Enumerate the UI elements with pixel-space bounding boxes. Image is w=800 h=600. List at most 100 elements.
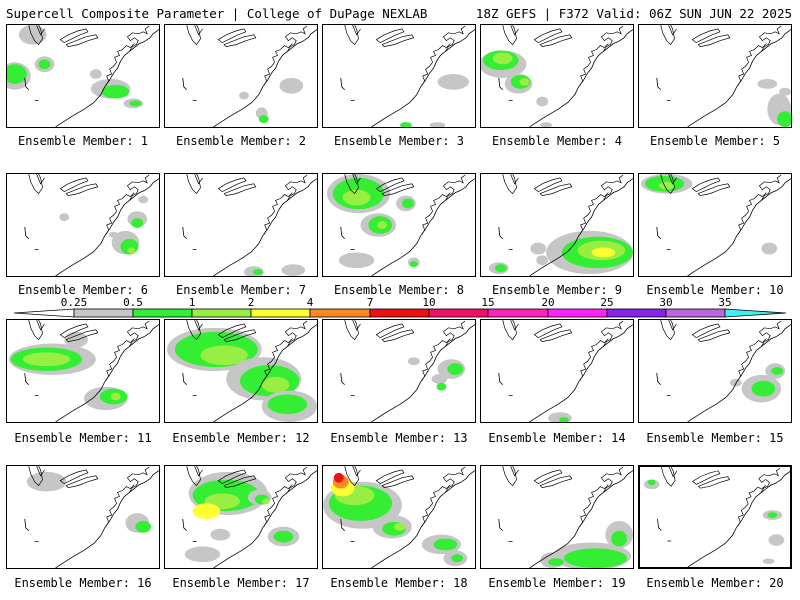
great-lakes-outline [344, 174, 359, 195]
scp-field-blob [494, 264, 507, 273]
coastline [687, 178, 791, 276]
great-lakes-outline [223, 329, 257, 342]
great-lakes-outline [533, 177, 563, 193]
scp-field-blob [540, 122, 553, 127]
great-lakes-outline [65, 183, 99, 196]
coastline-bays [737, 192, 767, 235]
great-lakes-outline [533, 28, 563, 44]
ensemble-member-label: Ensemble Member: 4 [491, 134, 623, 148]
great-lakes-outline [502, 25, 517, 46]
great-lakes-outline [194, 25, 203, 36]
ensemble-panel-16 [6, 465, 160, 569]
scp-field-blob [437, 74, 470, 90]
scp-field-blob [131, 218, 144, 228]
map-tick-marks [24, 226, 39, 250]
ensemble-member-label: Ensemble Member: 8 [333, 283, 465, 297]
colorbar-tick-label: 10 [422, 296, 435, 309]
great-lakes-outline [668, 174, 677, 185]
map-tick-marks [656, 226, 671, 250]
map-tick-marks [340, 77, 355, 101]
great-lakes-outline [217, 28, 247, 44]
great-lakes-outline [510, 320, 519, 331]
great-lakes-outline [539, 183, 573, 196]
colorbar-segment [191, 308, 252, 318]
great-lakes-outline [186, 25, 201, 46]
ensemble-map-20 [643, 467, 790, 567]
great-lakes-outline [539, 34, 573, 47]
coastline [213, 470, 317, 568]
cape-outline [284, 466, 308, 493]
great-lakes-outline [65, 475, 99, 488]
great-lakes-outline [59, 323, 89, 339]
great-lakes-outline [36, 174, 45, 185]
ensemble-panel-4 [480, 24, 634, 128]
colorbar-tick-label: 2 [248, 296, 255, 309]
colorbar-high-arrow [724, 308, 786, 318]
ensemble-panel-18 [322, 465, 476, 569]
great-lakes-outline [381, 183, 415, 196]
scp-field-blob [101, 84, 130, 99]
coastline-bays [263, 192, 293, 235]
ensemble-map-6 [24, 174, 159, 276]
great-lakes-outline [375, 469, 405, 485]
coastline [371, 470, 475, 568]
scp-field-blob [611, 530, 628, 547]
ensemble-member-label: Ensemble Member: 15 [646, 431, 784, 445]
great-lakes-outline [223, 475, 257, 488]
cape-outline [758, 320, 782, 347]
great-lakes-outline [352, 466, 361, 477]
coastline-bays [421, 338, 451, 381]
great-lakes-outline [59, 28, 89, 44]
scp-field-blob [658, 181, 675, 190]
scp-field-blob [751, 380, 776, 397]
scp-field-blob [22, 352, 71, 367]
ensemble-map-12 [166, 320, 317, 422]
great-lakes-outline [510, 25, 519, 36]
ensemble-map-9 [488, 174, 633, 276]
colorbar-segment [309, 308, 371, 318]
cape-outline [600, 320, 624, 347]
ensemble-map-17 [182, 466, 317, 568]
coastline-bays [263, 484, 293, 527]
ensemble-member-label: Ensemble Member: 20 [646, 576, 784, 590]
colorbar-tick-label: 4 [307, 296, 314, 309]
ensemble-member-label: Ensemble Member: 3 [333, 134, 465, 148]
great-lakes-outline [344, 25, 359, 46]
coastline [213, 29, 317, 127]
great-lakes-outline [539, 329, 573, 342]
cape-outline [600, 466, 624, 493]
scp-field-blob [135, 520, 152, 533]
coastline-bays [737, 485, 766, 527]
scp-field-blob [563, 548, 628, 568]
cape-outline [126, 174, 150, 201]
great-lakes-outline [660, 25, 675, 46]
great-lakes-outline [36, 466, 45, 477]
coastline [55, 470, 159, 568]
great-lakes-outline [697, 34, 731, 47]
ensemble-panel-3 [322, 24, 476, 128]
colorbar-segment [428, 308, 489, 318]
great-lakes-outline [217, 177, 247, 193]
scp-field-blob [647, 479, 656, 486]
cape-outline [442, 466, 466, 493]
colorbar-tick-label: 1 [189, 296, 196, 309]
scp-field-blob [338, 252, 375, 269]
great-lakes-outline [28, 466, 43, 487]
scp-field-blob [394, 522, 406, 531]
coastline-bays [579, 338, 609, 381]
great-lakes-outline [375, 28, 405, 44]
colorbar-segment [665, 308, 726, 318]
ensemble-panel-2 [164, 24, 318, 128]
scp-field-blob [729, 378, 742, 387]
ensemble-panel-5 [638, 24, 792, 128]
map-tick-marks [340, 518, 355, 542]
coastline-bays [421, 192, 451, 235]
map-tick-marks [24, 77, 39, 101]
colorbar-tick-label: 0.25 [61, 296, 88, 309]
map-tick-marks [182, 226, 197, 250]
coastline [687, 324, 791, 422]
scp-field-blob [333, 472, 344, 483]
colorbar-tick-label: 25 [600, 296, 613, 309]
scp-field-blob [757, 78, 778, 89]
great-lakes-outline [194, 320, 203, 331]
